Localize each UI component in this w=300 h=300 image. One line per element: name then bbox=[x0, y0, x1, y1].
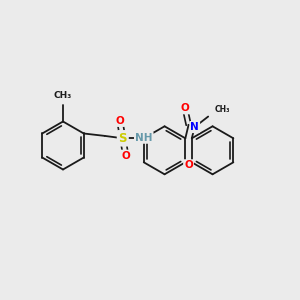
Text: NH: NH bbox=[135, 133, 152, 143]
Text: CH₃: CH₃ bbox=[54, 92, 72, 100]
Text: N: N bbox=[190, 122, 199, 132]
Text: O: O bbox=[116, 116, 124, 126]
Text: CH₃: CH₃ bbox=[215, 105, 230, 113]
Text: O: O bbox=[181, 103, 189, 113]
Text: O: O bbox=[122, 151, 130, 161]
Text: O: O bbox=[184, 160, 193, 170]
Text: S: S bbox=[118, 132, 127, 145]
